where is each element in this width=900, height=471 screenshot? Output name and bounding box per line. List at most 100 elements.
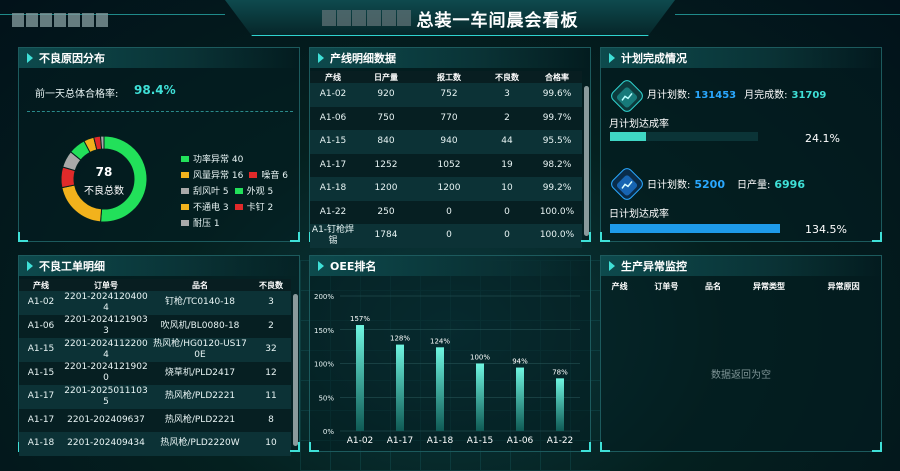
table-cell: 烧草机/PLD2417: [164, 367, 236, 378]
table-cell: A1-06: [27, 320, 55, 331]
table-row[interactable]: A1-02 920 752 3 99.6%: [310, 83, 582, 107]
table-cell: 热风枪/PLD2220W: [160, 438, 240, 449]
legend-label: 功率异常 40: [193, 155, 244, 165]
monthly-plan-row: 月计划数: 131453 月完成数: 31709: [647, 86, 826, 101]
table-cell: A1-15: [27, 367, 55, 378]
table-cell: 12: [265, 367, 277, 378]
scrollbar[interactable]: [293, 294, 298, 446]
table-cell: 2: [268, 320, 274, 331]
donut-slice: [100, 135, 148, 223]
column-header: 日产量: [374, 72, 398, 82]
oee-bar[interactable]: [356, 325, 364, 431]
empty-message: 数据返回为空: [711, 370, 771, 381]
daily-output-label: 日产量:: [737, 180, 771, 191]
table-row[interactable]: A1-17 1252 1052 19 98.2%: [310, 153, 582, 177]
table-cell: 吹风机/BL0080-18: [160, 320, 240, 331]
x-tick-label: A1-02: [347, 436, 374, 446]
table-row[interactable]: A1-17 2201-202409637 热风枪/PLD2221 8: [19, 408, 291, 432]
oee-bar[interactable]: [436, 347, 444, 431]
monthly-rate-label: 月计划达成率: [609, 119, 669, 130]
bar-value-label: 78%: [552, 368, 568, 376]
panel-header: OEE排名: [310, 256, 590, 276]
oee-bar[interactable]: [516, 367, 524, 431]
scrollbar[interactable]: [584, 86, 589, 236]
daily-rate-bar: [610, 224, 780, 233]
table-cell: 3: [504, 89, 510, 100]
pass-rate-label: 前一天总体合格率:: [35, 89, 119, 100]
table-row[interactable]: A1-22 250 0 0 100.0%: [310, 200, 582, 224]
table-row[interactable]: A1-02 2201-2024120400 4 钉枪/TC0140-18 3: [19, 291, 291, 315]
table-cell: 0: [446, 206, 452, 217]
oee-bar[interactable]: [556, 378, 564, 431]
column-header: 产线: [33, 280, 49, 290]
x-tick-label: A1-17: [387, 436, 414, 446]
page-title: 总装一车间晨会看板: [310, 6, 590, 31]
pass-rate-value: 98.4%: [134, 83, 176, 97]
monthly-chart-icon: [608, 77, 646, 115]
daily-plan-row: 日计划数: 5200 日产量: 6996: [647, 176, 805, 191]
panel-title: 计划完成情况: [621, 52, 687, 65]
header-line-left: [0, 14, 225, 15]
legend-label: 噪音 6: [261, 171, 288, 181]
table-cell: 99.7%: [542, 112, 572, 123]
panel-header: 产线明细数据: [310, 48, 590, 68]
x-tick-label: A1-06: [507, 436, 534, 446]
arrow-icon: [609, 261, 615, 271]
table-row[interactable]: A1-15 840 940 44 95.5%: [310, 130, 582, 154]
table-cell: 2201-2024112200 4: [64, 338, 148, 360]
table-cell: 10: [501, 183, 513, 194]
column-header: 产线: [325, 72, 341, 82]
column-header: 订单号: [654, 282, 679, 291]
column-header: 订单号: [94, 280, 118, 290]
daily-rate-value: 134.5%: [805, 223, 847, 236]
table-row[interactable]: A1-15 2201-2024112200 4 热风枪/HG0120-US17 0E…: [19, 338, 291, 362]
table-row[interactable]: A1-钉枪焊锡 1784 0 0 100.0%: [310, 224, 582, 248]
exceptions-table: 产线 订单号 品名 异常类型 异常原因: [601, 279, 881, 292]
arrow-icon: [609, 53, 615, 63]
header-band: [225, 0, 675, 36]
table-cell: 920: [377, 89, 395, 100]
header-line-right: [675, 14, 900, 15]
oee-bar[interactable]: [476, 363, 484, 432]
table-cell: A1-18: [319, 183, 347, 194]
bar-value-label: 128%: [390, 335, 410, 343]
table-cell: 1200: [374, 183, 398, 194]
panel-title: 不良工单明细: [39, 260, 105, 273]
bar-value-label: 100%: [470, 354, 490, 362]
table-cell: 3: [268, 297, 274, 308]
legend-label: 外观 5: [246, 187, 274, 197]
column-header: 品名: [192, 280, 208, 290]
monthly-rate-bar: [610, 132, 758, 141]
oee-bar[interactable]: [396, 344, 404, 431]
arrow-icon: [318, 261, 324, 271]
panel-header: 计划完成情况: [601, 48, 881, 68]
table-row[interactable]: A1-17 2201-2025011103 5 热风枪/PLD2221 11: [19, 385, 291, 409]
legend-swatch: [181, 171, 189, 178]
table-row[interactable]: A1-06 2201-2024121903 3 吹风机/BL0080-18 2: [19, 314, 291, 338]
table-cell: 0: [504, 206, 510, 217]
column-header: 异常原因: [827, 282, 860, 291]
table-row[interactable]: A1-18 2201-202409434 热风枪/PLD2220W 10: [19, 432, 291, 456]
table-cell: 11: [265, 391, 277, 402]
column-header: 不良数: [495, 72, 519, 82]
legend-item: 刮风叶 5: [181, 184, 229, 197]
legend-label: 卡钉 2: [246, 203, 274, 213]
table-cell: 0: [446, 230, 452, 241]
table-row[interactable]: A1-06 750 770 2 99.7%: [310, 106, 582, 130]
column-header: 不良数: [259, 280, 283, 290]
table-cell: 2201-2024121902 0: [64, 362, 148, 384]
bad-orders-table: 产线 订单号 品名 不良数 A1-02 2201-2024120400 4 钉枪/TC01…: [19, 279, 291, 456]
bar-value-label: 94%: [512, 358, 528, 366]
monthly-rate-bar-fill: [610, 132, 646, 141]
table-row[interactable]: A1-18 1200 1200 10 99.2%: [310, 177, 582, 201]
table-row[interactable]: A1-15 2201-2024121902 0 烧草机/PLD2417 12: [19, 361, 291, 385]
y-tick-label: 150%: [314, 327, 334, 335]
legend-item: 卡钉 2: [234, 200, 274, 213]
table-cell: 32: [265, 344, 277, 355]
defect-reasons-panel: 不良原因分布 前一天总体合格率: 98.4% 78 不良总数 功率异常 40 风量…: [18, 47, 300, 242]
daily-rate-bar-fill: [610, 224, 780, 233]
legend-label: 刮风叶 5: [193, 187, 229, 197]
table-cell: 1252: [374, 159, 398, 170]
table-cell: A1-15: [319, 136, 347, 147]
table-cell: 1784: [374, 230, 398, 241]
